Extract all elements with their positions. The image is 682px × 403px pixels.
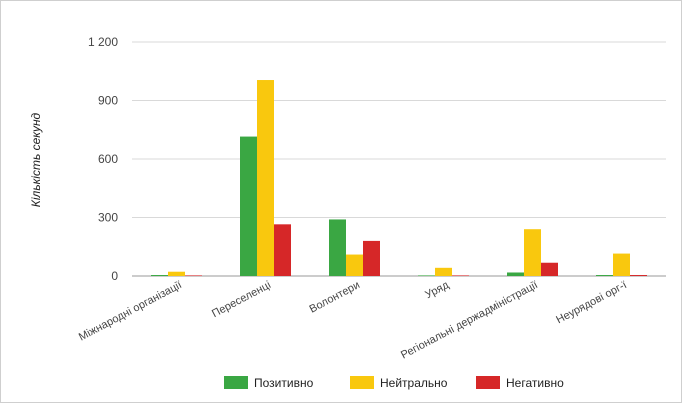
- bar: [329, 219, 346, 276]
- bar: [507, 272, 524, 276]
- bar: [151, 275, 168, 276]
- bar: [418, 275, 435, 276]
- bar: [435, 267, 452, 276]
- bar: [185, 275, 202, 276]
- y-tick-label: 900: [98, 94, 118, 108]
- legend-label: Негативно: [506, 376, 564, 390]
- legend-swatch: [224, 376, 248, 389]
- bar: [257, 80, 274, 277]
- legend: Позитивно Нейтрально Негативно: [224, 376, 564, 390]
- x-category-label: Волонтери: [307, 279, 361, 316]
- bar: [363, 240, 380, 276]
- bar: [346, 254, 363, 276]
- bar: [524, 229, 541, 276]
- bar: [541, 262, 558, 276]
- bar: [452, 275, 469, 276]
- x-axis-categories: Міжнародні організації Переселенці Волонте…: [77, 279, 629, 362]
- y-axis-ticks: 0 300 600 900 1 200: [88, 35, 118, 283]
- bar: [274, 224, 291, 276]
- x-category-label: Регіональні держадміністрації: [399, 279, 540, 361]
- y-axis-label: Кількість секунд: [29, 112, 43, 207]
- y-tick-label: 0: [111, 269, 118, 283]
- gridlines: [132, 41, 666, 277]
- legend-swatch: [350, 376, 374, 389]
- y-tick-label: 300: [98, 211, 118, 225]
- bar: [168, 271, 185, 276]
- bar: [596, 275, 613, 276]
- y-tick-label: 1 200: [88, 35, 118, 49]
- x-category-label: Переселенці: [210, 279, 273, 320]
- bar: [630, 275, 647, 276]
- legend-label: Нейтрально: [380, 376, 448, 390]
- bars: [151, 80, 647, 277]
- bar: [240, 136, 257, 276]
- legend-swatch: [476, 376, 500, 389]
- x-category-label: Уряд: [423, 279, 451, 302]
- legend-label: Позитивно: [254, 376, 314, 390]
- bar: [613, 253, 630, 276]
- y-tick-label: 600: [98, 152, 118, 166]
- x-category-label: Неурядові орг-ї: [554, 279, 629, 326]
- x-category-label: Міжнародні організації: [77, 279, 184, 343]
